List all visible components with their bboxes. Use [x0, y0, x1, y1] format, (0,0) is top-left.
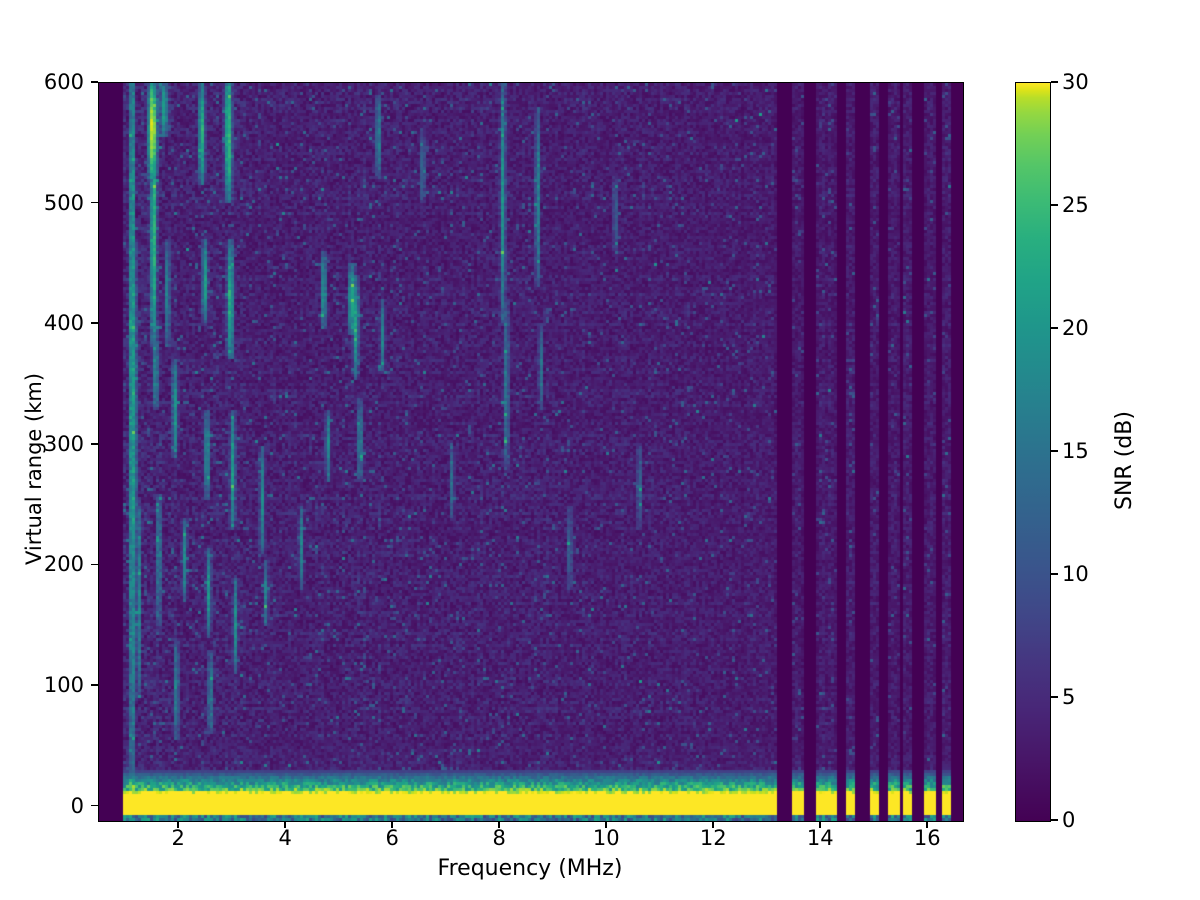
x-tick-label: 2 — [171, 826, 185, 850]
y-tick-label: 0 — [70, 793, 84, 818]
y-tick-label: 300 — [43, 431, 84, 456]
colorbar-tick-mark — [1051, 819, 1058, 821]
colorbar-tick-label: 30 — [1062, 70, 1089, 94]
colorbar-tick-label: 10 — [1062, 562, 1089, 586]
colorbar-gradient — [1016, 83, 1050, 821]
x-axis-label: Frequency (MHz) — [437, 856, 623, 881]
x-tick-mark — [498, 821, 501, 828]
colorbar-tick-mark — [1051, 573, 1058, 575]
colorbar-tick-mark — [1051, 450, 1058, 452]
colorbar-tick-label: 0 — [1062, 808, 1076, 832]
x-tick-mark — [926, 821, 929, 828]
y-tick-label: 400 — [43, 311, 84, 336]
ionogram-heatmap — [99, 83, 963, 821]
x-tick-label: 4 — [278, 826, 292, 850]
y-tick-label: 500 — [43, 190, 84, 215]
x-tick-mark — [605, 821, 608, 828]
x-tick-mark — [391, 821, 394, 828]
x-tick-label: 6 — [385, 826, 399, 850]
y-tick-mark — [91, 563, 98, 566]
x-tick-label: 8 — [492, 826, 506, 850]
colorbar-tick-label: 5 — [1062, 685, 1076, 709]
colorbar-tick-mark — [1051, 81, 1058, 83]
plot-axes — [98, 82, 964, 822]
y-tick-mark — [91, 201, 98, 204]
x-tick-label: 16 — [913, 826, 941, 850]
x-tick-mark — [712, 821, 715, 828]
y-tick-mark — [91, 322, 98, 324]
colorbar-tick-mark — [1051, 696, 1058, 698]
y-tick-label: 200 — [43, 552, 84, 577]
colorbar — [1015, 82, 1051, 822]
colorbar-tick-label: 25 — [1062, 193, 1089, 217]
colorbar-label: SNR (dB) — [1112, 411, 1137, 510]
colorbar-tick-mark — [1051, 204, 1058, 206]
x-tick-label: 14 — [806, 826, 834, 850]
x-tick-mark — [177, 821, 180, 828]
colorbar-tick-label: 20 — [1062, 316, 1089, 340]
x-tick-mark — [819, 821, 822, 828]
colorbar-tick-label: 15 — [1062, 439, 1089, 463]
y-tick-mark — [91, 684, 98, 686]
y-tick-mark — [91, 442, 98, 445]
y-tick-label: 100 — [43, 672, 84, 697]
y-tick-mark — [91, 81, 98, 83]
y-tick-label: 600 — [43, 70, 84, 94]
x-tick-label: 10 — [592, 826, 620, 850]
y-tick-mark — [91, 804, 98, 807]
colorbar-tick-mark — [1051, 327, 1058, 329]
x-tick-mark — [284, 821, 287, 828]
y-axis-label: Virtual range (km) — [22, 372, 46, 565]
x-tick-label: 12 — [699, 826, 727, 850]
